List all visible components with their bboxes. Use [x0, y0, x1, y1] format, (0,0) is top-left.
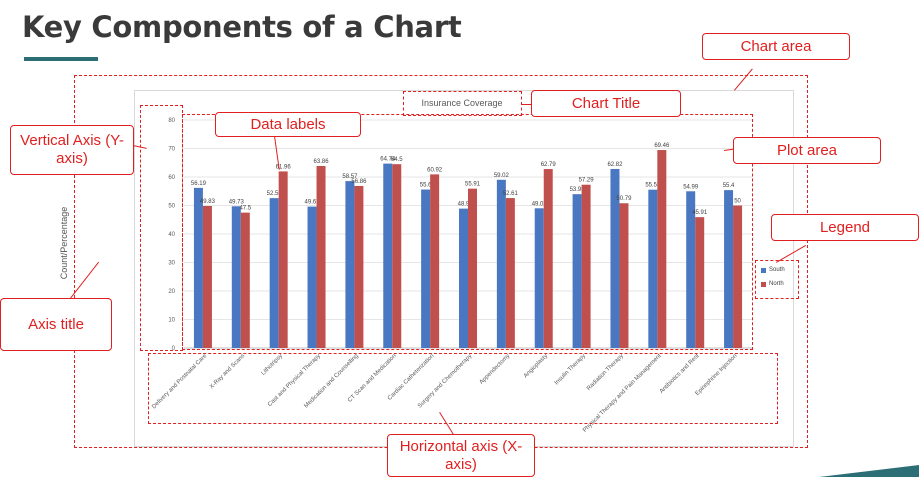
bar-north-10: [581, 184, 591, 348]
bar-south-4: [345, 181, 355, 348]
data-label-north-14: 50: [734, 199, 741, 205]
data-label-north-2: 61.96: [276, 164, 292, 170]
bar-south-10: [572, 194, 582, 348]
data-label-south-14: 55.4: [723, 183, 735, 189]
callout-plot-area: Plot area: [733, 137, 881, 164]
data-label-south-13: 54.99: [683, 184, 699, 190]
bar-south-6: [421, 189, 431, 348]
bar-south-5: [383, 163, 393, 348]
callout-vertical-axis: Vertical Axis (Y-axis): [10, 125, 134, 175]
data-label-south-2: 52.58: [267, 191, 283, 197]
legend-swatch-south: [761, 267, 766, 273]
bar-north-11: [619, 203, 629, 348]
legend-label-south: South: [769, 267, 785, 273]
data-label-south-0: 56.19: [191, 181, 207, 187]
y-tick-label-60: 60: [168, 175, 175, 181]
legend-entry-south: South: [761, 267, 785, 273]
data-label-north-8: 52.61: [503, 191, 519, 197]
y-tick-label-0: 0: [172, 346, 176, 352]
data-label-south-8: 59.02: [494, 173, 510, 179]
data-label-south-5: 64.74: [380, 157, 396, 163]
y-tick-label-40: 40: [168, 232, 175, 238]
bar-south-9: [534, 208, 544, 348]
data-label-south-7: 48.9: [458, 202, 470, 208]
bar-north-0: [202, 205, 212, 348]
data-label-south-6: 55.6: [420, 183, 432, 189]
y-tick-label-10: 10: [168, 318, 175, 324]
chart-title: Insurance Coverage: [421, 98, 503, 108]
bar-north-8: [505, 198, 515, 348]
bar-south-3: [307, 206, 317, 348]
callout-data-labels: Data labels: [215, 112, 361, 137]
bar-north-7: [468, 188, 477, 348]
y-axis-title: Count/Percentage: [59, 206, 69, 280]
data-label-north-7: 55.91: [465, 182, 481, 188]
data-label-north-11: 50.79: [616, 196, 632, 202]
connector-chart-title: [522, 104, 534, 105]
bar-south-13: [686, 191, 696, 348]
bar-north-9: [543, 169, 553, 348]
callout-chart-area: Chart area: [702, 33, 850, 60]
bar-south-2: [269, 198, 279, 348]
teal-corner-shape: [819, 465, 919, 477]
y-tick-label-20: 20: [168, 289, 175, 295]
vertical-axis-outline: [140, 105, 183, 351]
bar-north-12: [657, 150, 667, 348]
bar-north-6: [430, 174, 440, 348]
data-label-south-1: 49.73: [229, 199, 245, 205]
data-label-south-4: 58.57: [342, 174, 358, 180]
data-label-north-3: 63.86: [314, 159, 330, 165]
bar-south-1: [231, 206, 241, 348]
data-label-south-9: 49.02: [532, 201, 548, 207]
bar-north-13: [695, 217, 705, 348]
data-label-north-5: 64.5: [391, 157, 403, 163]
data-label-north-13: 45.91: [692, 210, 708, 216]
data-label-north-9: 62.79: [541, 162, 557, 168]
bar-south-0: [193, 187, 203, 348]
bar-north-2: [278, 171, 288, 348]
data-label-south-3: 49.61: [305, 200, 321, 206]
title-underline: [24, 57, 98, 61]
data-label-south-11: 62.82: [607, 162, 623, 168]
chart-title-outline: [403, 91, 522, 116]
y-tick-label-50: 50: [168, 204, 175, 210]
plot-area-outline: [182, 114, 753, 350]
bar-north-1: [240, 212, 250, 348]
bar-north-5: [392, 164, 402, 348]
y-tick-label-70: 70: [168, 147, 175, 153]
legend-outline: [755, 260, 799, 299]
bar-south-8: [496, 179, 506, 348]
y-tick-label-80: 80: [168, 118, 175, 124]
data-label-north-0: 49.83: [200, 199, 216, 205]
bar-north-4: [354, 185, 364, 348]
data-label-north-12: 69.46: [654, 143, 670, 149]
bar-south-11: [610, 168, 620, 348]
bar-north-14: [733, 205, 743, 348]
data-label-north-4: 56.86: [351, 179, 367, 185]
bar-south-7: [459, 208, 468, 348]
legend-entry-north: North: [761, 281, 784, 287]
callout-chart-title: Chart Title: [531, 90, 681, 117]
bar-south-14: [724, 190, 734, 348]
horizontal-axis-outline: [148, 353, 778, 424]
teal-corner-accent: [819, 465, 919, 477]
data-label-north-10: 57.29: [579, 178, 595, 184]
data-label-south-10: 53.98: [570, 187, 586, 193]
data-label-north-6: 60.92: [427, 167, 443, 173]
bar-north-3: [316, 165, 326, 348]
data-label-north-1: 47.5: [239, 206, 251, 212]
callout-axis-title: Axis title: [0, 298, 112, 351]
bar-south-12: [648, 189, 658, 348]
callout-legend: Legend: [771, 214, 919, 241]
legend-swatch-north: [761, 281, 766, 287]
legend-label-north: North: [769, 281, 784, 287]
data-label-south-12: 55.55: [645, 183, 661, 189]
callout-horizontal-axis: Horizontal axis (X-axis): [387, 434, 535, 477]
slide-title: Key Components of a Chart: [22, 10, 462, 44]
y-tick-label-30: 30: [168, 261, 175, 267]
